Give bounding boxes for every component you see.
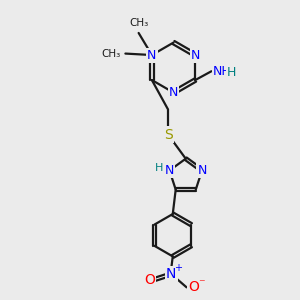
Text: S: S — [164, 128, 172, 142]
Text: ⁻: ⁻ — [198, 277, 204, 290]
Text: O: O — [144, 273, 155, 287]
Text: N: N — [147, 49, 157, 62]
Text: N: N — [165, 164, 174, 177]
Text: H: H — [155, 163, 164, 172]
Text: N: N — [169, 86, 178, 99]
Text: O: O — [188, 280, 199, 294]
Text: N: N — [190, 49, 200, 62]
Text: NH: NH — [213, 65, 232, 78]
Text: CH₃: CH₃ — [102, 49, 121, 58]
Text: N: N — [197, 164, 207, 177]
Text: N: N — [166, 267, 176, 281]
Text: H: H — [227, 66, 236, 79]
Text: +: + — [174, 263, 182, 273]
Text: CH₃: CH₃ — [129, 18, 148, 28]
